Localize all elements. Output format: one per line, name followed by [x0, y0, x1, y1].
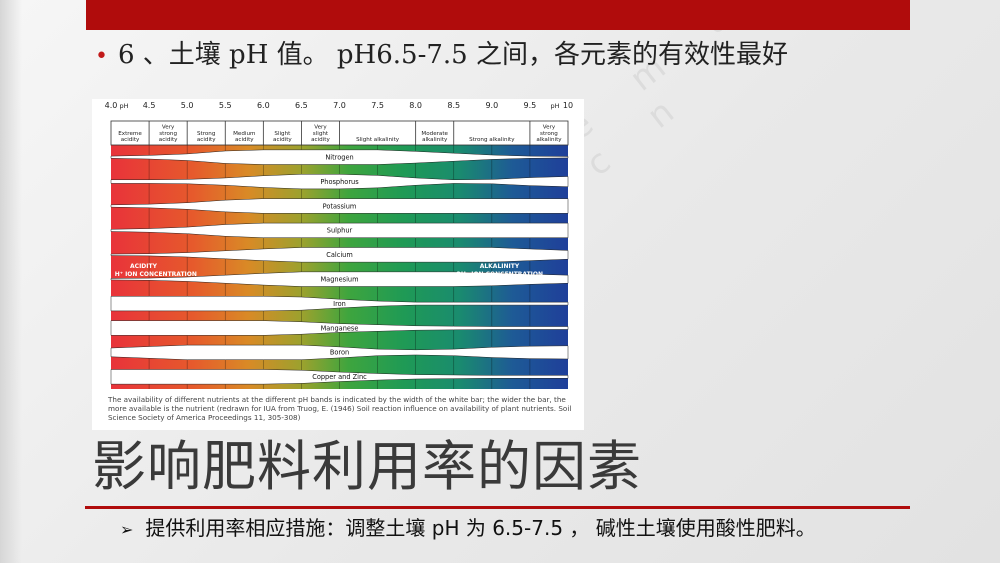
nutrient-band-9	[110, 369, 569, 385]
acidity-class-label: Strong alkalinity	[469, 137, 515, 143]
nutrient-band-7	[110, 320, 569, 336]
ph-tick-label: 5.0	[181, 101, 194, 110]
ph-tick-label: 6.0	[257, 101, 270, 110]
bullet-point: • 6 、土壤 pH 值。 pH6.5-7.5 之间，各元素的有效性最好	[95, 40, 895, 72]
nutrient-label: Manganese	[321, 324, 359, 332]
nutrient-band-2	[110, 198, 569, 214]
acidity-class-label: Moderate alkalinity	[421, 131, 448, 143]
nutrient-label: Calcium	[326, 251, 353, 259]
nutrient-band-6	[110, 296, 569, 312]
acidity-class-label: Very slight acidity	[311, 125, 330, 143]
nutrient-label: Magnesium	[320, 276, 358, 284]
acidity-zone-sublabel: H⁺ ION CONCENTRATION	[115, 271, 197, 278]
ph-availability-figure: 4.0 4.5 5.0 5.5 6.0 6.5 7.0 7.5 8.0 8.5 9.0 9.5 10 pH…	[92, 99, 584, 430]
ph-tick-label: 6.5	[295, 101, 308, 110]
acidity-class-label: Extreme acidity	[118, 131, 142, 143]
acidity-class-label: Slight alkalinity	[356, 137, 400, 143]
ph-tick-label: 10	[563, 101, 573, 110]
nutrient-band-8	[110, 344, 569, 360]
nutrient-label: Nitrogen	[325, 154, 353, 162]
sub-point-text: 提供利用率相应措施：调整土壤 pH 为 6.5-7.5 ， 碱性土壤使用酸性肥料…	[145, 516, 816, 540]
ph-tick-label: 4.5	[143, 101, 156, 110]
ph-unit-label: pH	[551, 102, 560, 110]
ph-tick-label: 5.5	[219, 101, 232, 110]
nutrient-band-3	[110, 222, 569, 238]
acidity-zone-label: ACIDITY	[130, 263, 158, 270]
alkalinity-zone-label: ALKALINITY	[480, 263, 520, 270]
ph-tick-label: 7.0	[333, 101, 346, 110]
bullet-text: 6 、土壤 pH 值。 pH6.5-7.5 之间，各元素的有效性最好	[117, 40, 788, 70]
ph-tick-label: 7.5	[371, 101, 384, 110]
nutrient-label: Potassium	[323, 202, 357, 210]
ph-tick-label: 4.0	[105, 101, 118, 110]
ph-tick-label: 8.5	[447, 101, 460, 110]
nutrient-label: Copper and Zinc	[312, 373, 367, 381]
acidity-class-label: Slight acidity	[273, 131, 292, 143]
nutrient-band-4	[110, 247, 569, 263]
nutrient-label: Boron	[330, 349, 349, 357]
acidity-class-label: Strong acidity	[197, 131, 216, 143]
acidity-class-label: Medium acidity	[233, 131, 255, 143]
slide-title: 影响肥料利用率的因素	[92, 435, 642, 498]
sub-point: ➢ 提供利用率相应措施：调整土壤 pH 为 6.5-7.5 ， 碱性土壤使用酸性肥…	[120, 515, 816, 543]
title-underline	[85, 506, 910, 509]
nutrient-label: Sulphur	[327, 227, 353, 235]
arrow-bullet-icon: ➢	[120, 520, 134, 539]
ph-tick-label: 9.5	[524, 101, 537, 110]
ph-tick-label: 9.0	[485, 101, 498, 110]
acidity-class-label: Very strong alkalinity	[536, 125, 562, 143]
acidity-class-label: Very strong acidity	[159, 125, 178, 143]
nutrient-label: Phosphorus	[320, 178, 359, 186]
nutrient-label: Iron	[333, 300, 346, 308]
ph-tick-label: 8.0	[409, 101, 422, 110]
nutrient-availability-diagram: 4.0 4.5 5.0 5.5 6.0 6.5 7.0 7.5 8.0 8.5 9.0 9.5 10pH…	[105, 101, 573, 389]
alkalinity-zone-sublabel: OH⁻ ION CONCENTRATION	[456, 271, 543, 278]
nutrient-band-1	[110, 174, 569, 190]
nutrient-band-0	[110, 149, 569, 165]
bullet-dot-icon: •	[95, 44, 108, 69]
nutrient-band-5	[110, 271, 569, 287]
ph-unit-label: pH	[119, 102, 128, 110]
figure-caption: The availability of different nutrients …	[108, 395, 572, 423]
top-accent-bar	[86, 0, 910, 30]
left-edge-shadow	[0, 0, 22, 563]
